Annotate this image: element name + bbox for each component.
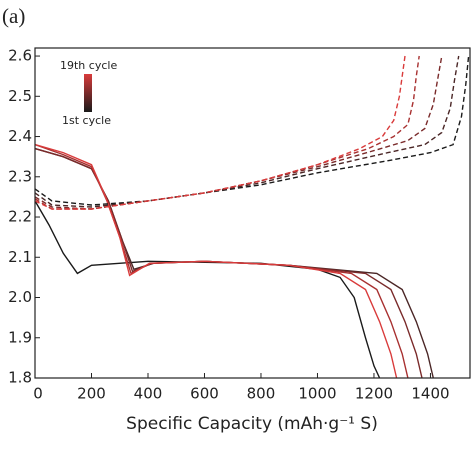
plot-frame (34, 47, 471, 379)
x-tick-label: 1400 (411, 385, 449, 403)
x-axis-label: Specific Capacity (mAh·g⁻¹ S) (126, 414, 378, 434)
y-tick-label: 2.1 (8, 248, 32, 266)
y-tick-label: 1.8 (8, 369, 32, 387)
x-tick-label: 200 (77, 385, 106, 403)
legend-gradient (84, 74, 92, 112)
charge-curve (34, 55, 470, 206)
discharge-curve (34, 200, 381, 379)
y-tick-label: 2.2 (8, 208, 32, 226)
discharge-curve (34, 143, 409, 379)
y-tick-label: 2.5 (8, 87, 32, 105)
discharge-curve (34, 143, 398, 379)
x-tick-label: 800 (247, 385, 276, 403)
x-tick-label: 1200 (355, 385, 393, 403)
legend-label: 1st cycle (62, 114, 111, 127)
y-tick-label: 2.4 (8, 127, 32, 145)
panel-label: (a) (2, 4, 25, 28)
x-tick-label: 600 (190, 385, 219, 403)
legend-label: 19th cycle (60, 59, 117, 72)
y-tick-label: 2.0 (8, 288, 32, 306)
y-tick-label: 1.9 (8, 328, 32, 346)
y-tick-label: 2.3 (8, 167, 32, 185)
charge-curve (34, 55, 406, 210)
x-tick-label: 0 (33, 385, 43, 403)
x-tick-label: 400 (134, 385, 163, 403)
charge-curve (34, 55, 420, 210)
charge-curve (34, 55, 460, 208)
y-tick-label: 2.6 (8, 47, 32, 65)
x-tick-label: 1000 (298, 385, 336, 403)
